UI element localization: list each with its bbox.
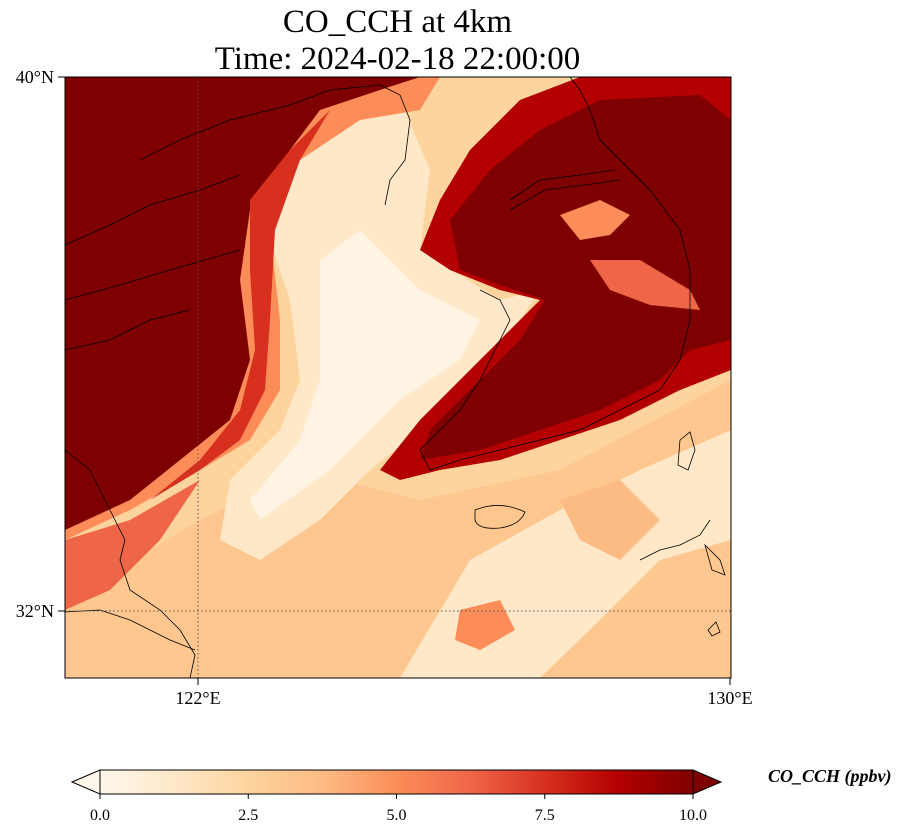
- lon-label-130e: 130°E: [707, 688, 752, 708]
- colorbar-max-extend: [692, 769, 723, 795]
- lat-label-40n: 40°N: [16, 67, 54, 87]
- colorbar-label: CO_CCH (ppbv): [768, 766, 892, 786]
- colorbar-tick-label: 5.0: [387, 807, 407, 824]
- coastlines: [65, 77, 726, 678]
- colorbar-gradient: [99, 769, 694, 795]
- colorbar-ticks: 0.0 2.5 5.0 7.5 10.0: [90, 794, 707, 824]
- lon-label-122e: 122°E: [175, 688, 220, 708]
- co-concentration-field: [65, 77, 731, 678]
- map-title: CO_CCH at 4km: [282, 4, 513, 40]
- lat-label-32n: 32°N: [16, 601, 54, 621]
- axis-ticks: [58, 76, 731, 685]
- colorbar-tick-label: 0.0: [90, 807, 110, 824]
- colorbar-tick-label: 7.5: [535, 807, 555, 824]
- gridlines: [65, 77, 731, 678]
- map-frame: [64, 76, 732, 679]
- colorbar-min-extend: [70, 769, 101, 795]
- map-time-subtitle: Time: 2024-02-18 22:00:00: [214, 41, 581, 77]
- colorbar: 0.0 2.5 5.0 7.5 10.0: [70, 769, 723, 824]
- colorbar-tick-label: 10.0: [679, 807, 707, 824]
- colorbar-tick-label: 2.5: [238, 807, 258, 824]
